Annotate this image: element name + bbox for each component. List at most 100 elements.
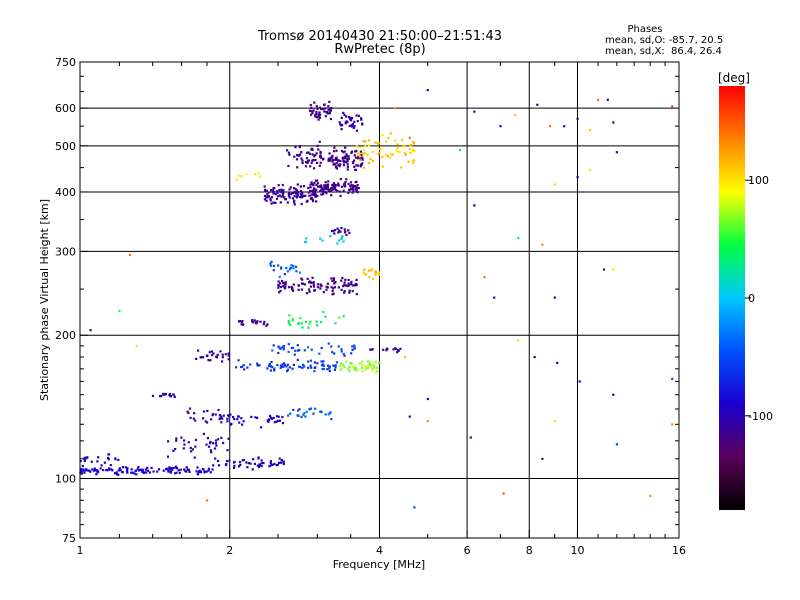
data-point (307, 288, 311, 291)
data-point (325, 285, 328, 288)
data-point (346, 159, 349, 162)
data-point (298, 408, 301, 411)
data-point (365, 273, 368, 276)
data-point (403, 144, 407, 147)
data-point (403, 356, 407, 359)
data-point (281, 183, 284, 187)
data-point (86, 456, 89, 459)
data-point (407, 160, 410, 163)
data-point (340, 116, 343, 119)
data-point (339, 365, 342, 368)
data-point (328, 370, 331, 373)
data-point (344, 284, 348, 287)
data-point (222, 441, 225, 445)
data-point (300, 185, 303, 188)
data-point (301, 159, 304, 162)
data-point (343, 290, 346, 293)
data-point (553, 296, 556, 299)
data-point (340, 288, 343, 291)
data-point (254, 416, 257, 419)
data-point (202, 432, 205, 435)
data-point (332, 150, 336, 153)
data-point (270, 365, 273, 368)
data-point (394, 107, 397, 110)
data-point (458, 149, 461, 152)
data-point (330, 286, 333, 289)
data-point (333, 368, 337, 371)
data-point (287, 164, 290, 168)
data-point (372, 364, 376, 368)
data-point (398, 150, 401, 153)
data-point (210, 418, 213, 421)
data-point (344, 122, 347, 125)
data-point (351, 290, 354, 293)
data-point (324, 181, 327, 184)
data-point (136, 468, 139, 471)
data-point (257, 457, 260, 460)
data-point (361, 360, 364, 363)
data-point (275, 190, 278, 193)
data-point (320, 184, 323, 187)
data-point (239, 463, 242, 466)
data-point (280, 188, 283, 191)
data-point (99, 467, 102, 470)
data-point (412, 148, 415, 151)
data-point (327, 342, 330, 345)
data-point (197, 349, 200, 352)
data-point (338, 164, 341, 167)
data-point (408, 148, 412, 151)
data-point (314, 190, 317, 193)
data-point (337, 160, 340, 163)
data-point (350, 352, 353, 355)
data-point (290, 346, 293, 349)
data-point (227, 353, 230, 356)
data-point (279, 282, 282, 285)
data-point (356, 156, 359, 159)
data-point (82, 469, 85, 472)
data-point (356, 164, 360, 167)
data-point (267, 195, 271, 198)
data-point (401, 138, 404, 141)
data-point (284, 198, 287, 201)
data-point (229, 413, 232, 416)
data-point (232, 466, 236, 469)
data-point (350, 280, 353, 283)
data-point (348, 189, 351, 192)
data-point (320, 346, 323, 350)
data-point (319, 152, 322, 155)
data-point (329, 117, 332, 121)
data-point (358, 155, 361, 158)
data-point (335, 156, 338, 159)
data-point (355, 293, 358, 296)
data-point (194, 438, 198, 441)
data-point (195, 357, 198, 360)
data-point (319, 283, 322, 286)
data-point (347, 368, 350, 371)
data-point (502, 492, 505, 495)
data-point (270, 417, 274, 420)
data-point (517, 237, 520, 240)
data-point (589, 128, 592, 132)
data-point (338, 229, 341, 232)
data-point (499, 125, 502, 128)
data-point (413, 149, 416, 152)
data-point (324, 315, 327, 318)
data-point (168, 392, 172, 396)
data-point (309, 186, 312, 189)
data-point (280, 365, 283, 369)
data-point (279, 364, 283, 367)
data-point (332, 159, 335, 162)
data-point (213, 447, 217, 450)
data-point (283, 196, 286, 199)
data-point (209, 471, 212, 474)
data-point (309, 281, 312, 284)
data-point (272, 191, 275, 194)
data-point (163, 393, 166, 396)
data-point (401, 145, 404, 148)
data-point (293, 353, 296, 356)
data-point (273, 369, 276, 372)
data-point (321, 186, 324, 189)
data-point (346, 284, 349, 288)
data-point (365, 366, 368, 369)
data-point (324, 184, 327, 187)
